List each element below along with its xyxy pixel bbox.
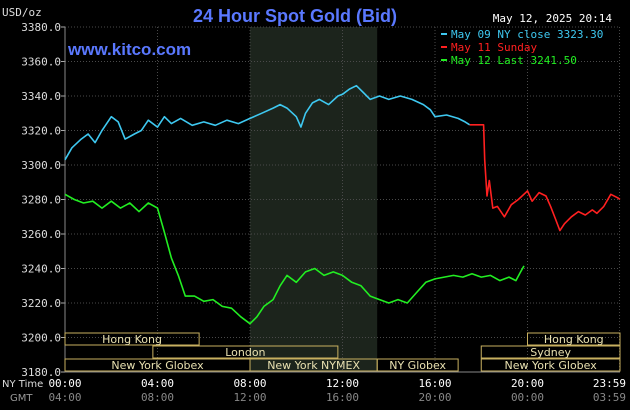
- ny-tick-label: 00:00: [48, 377, 81, 390]
- session-bar: [152, 345, 339, 359]
- y-tick-label: 3280.0: [21, 194, 61, 207]
- series-line-1: [469, 124, 621, 232]
- session-label: New York NYMEX: [267, 359, 360, 372]
- legend-entry: May 09 NY close 3323.30: [451, 28, 603, 41]
- session-bar: [376, 358, 459, 372]
- kitco-watermark: www.kitco.com: [67, 40, 191, 59]
- gmt-tick-label: 04:00: [48, 391, 81, 404]
- ny-tick-label: 23:59: [593, 377, 626, 390]
- ny-time-label: NY Time: [2, 379, 43, 390]
- nymex-session-band: [250, 27, 378, 372]
- ny-tick-label: 08:00: [233, 377, 266, 390]
- gmt-tick-label: 08:00: [141, 391, 174, 404]
- y-tick-label: 3320.0: [21, 125, 61, 138]
- ny-tick-label: 20:00: [511, 377, 544, 390]
- gmt-tick-label: 03:59: [593, 391, 626, 404]
- gmt-tick-label: 16:00: [326, 391, 359, 404]
- y-unit-label: USD/oz: [2, 6, 42, 19]
- session-label: New York Globex: [111, 359, 204, 372]
- series-line-0: [64, 84, 471, 161]
- y-tick-label: 3260.0: [21, 228, 61, 241]
- session-bar: [527, 332, 621, 346]
- session-label: Sydney: [530, 346, 571, 359]
- session-label: Hong Kong: [544, 333, 604, 346]
- session-label: NY Globex: [389, 359, 446, 372]
- gmt-tick-label: 20:00: [418, 391, 451, 404]
- series-line-2: [64, 193, 525, 325]
- legend-entry: May 11 Sunday: [451, 41, 537, 54]
- ny-tick-label: 16:00: [418, 377, 451, 390]
- chart-title: 24 Hour Spot Gold (Bid): [193, 6, 397, 26]
- ny-tick-label: 04:00: [141, 377, 174, 390]
- y-tick-label: 3200.0: [21, 332, 61, 345]
- session-label: Hong Kong: [102, 333, 162, 346]
- y-tick-label: 3340.0: [21, 90, 61, 103]
- y-tick-label: 3360.0: [21, 56, 61, 69]
- session-label: London: [225, 346, 265, 359]
- legend-entry: May 12 Last 3241.50: [451, 54, 577, 67]
- session-bar: [64, 332, 200, 346]
- gmt-label: GMT: [10, 393, 33, 404]
- gmt-tick-label: 00:00: [511, 391, 544, 404]
- y-tick-label: 3380.0: [21, 21, 61, 34]
- gmt-tick-label: 12:00: [233, 391, 266, 404]
- session-label: New York Globex: [505, 359, 598, 372]
- ny-tick-label: 12:00: [326, 377, 359, 390]
- y-tick-label: 3240.0: [21, 263, 61, 276]
- session-bar: [480, 345, 621, 359]
- y-tick-label: 3180.0: [21, 366, 61, 379]
- y-tick-label: 3300.0: [21, 159, 61, 172]
- timestamp: May 12, 2025 20:14: [493, 12, 613, 25]
- y-tick-label: 3220.0: [21, 297, 61, 310]
- session-bar: [480, 358, 621, 372]
